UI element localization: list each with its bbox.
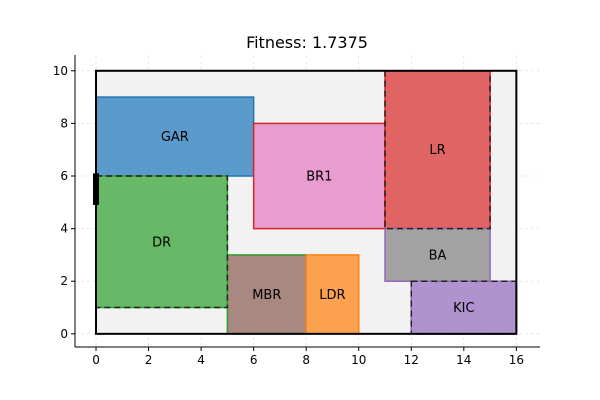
y-tick-label: 8 (60, 116, 68, 130)
x-tick-label: 10 (351, 353, 366, 367)
x-tick-label: 6 (250, 353, 258, 367)
room-dr (95, 175, 229, 309)
x-tick-label: 8 (302, 353, 310, 367)
room-labels: GAR BR1 LR DR BA MBR LDR KIC (152, 130, 474, 316)
y-tick-label: 0 (60, 327, 68, 341)
y-tick-label: 2 (60, 274, 68, 288)
dashed-outlines (93, 69, 518, 335)
x-tick-label: 14 (456, 353, 471, 367)
room-label-lr: LR (429, 143, 445, 158)
x-tick-label: 12 (404, 353, 419, 367)
room-br1 (252, 122, 386, 230)
y-tick-label: 4 (60, 222, 68, 236)
room-label-mbr: MBR (252, 288, 281, 303)
room-label-kic: KIC (453, 301, 474, 316)
room-mbr (226, 254, 307, 335)
rooms (95, 70, 518, 335)
room-ldr (305, 254, 360, 335)
chart-title: Fitness: 1.7375 (246, 33, 368, 52)
room-label-ldr: LDR (319, 288, 345, 303)
x-tick-label: 16 (509, 353, 524, 367)
x-tick-label: 0 (92, 353, 100, 367)
y-tick-label: 6 (60, 169, 68, 183)
y-tick-label: 10 (53, 64, 68, 78)
room-label-br1: BR1 (306, 170, 332, 185)
room-label-gar: GAR (161, 130, 189, 145)
room-kic (410, 280, 518, 335)
x-tick-label: 4 (197, 353, 205, 367)
axes: 0 2 4 6 8 10 12 14 16 0 2 4 6 8 10 (53, 55, 540, 367)
x-tick-label: 2 (145, 353, 153, 367)
room-label-dr: DR (152, 235, 171, 250)
room-label-ba: BA (429, 248, 447, 263)
